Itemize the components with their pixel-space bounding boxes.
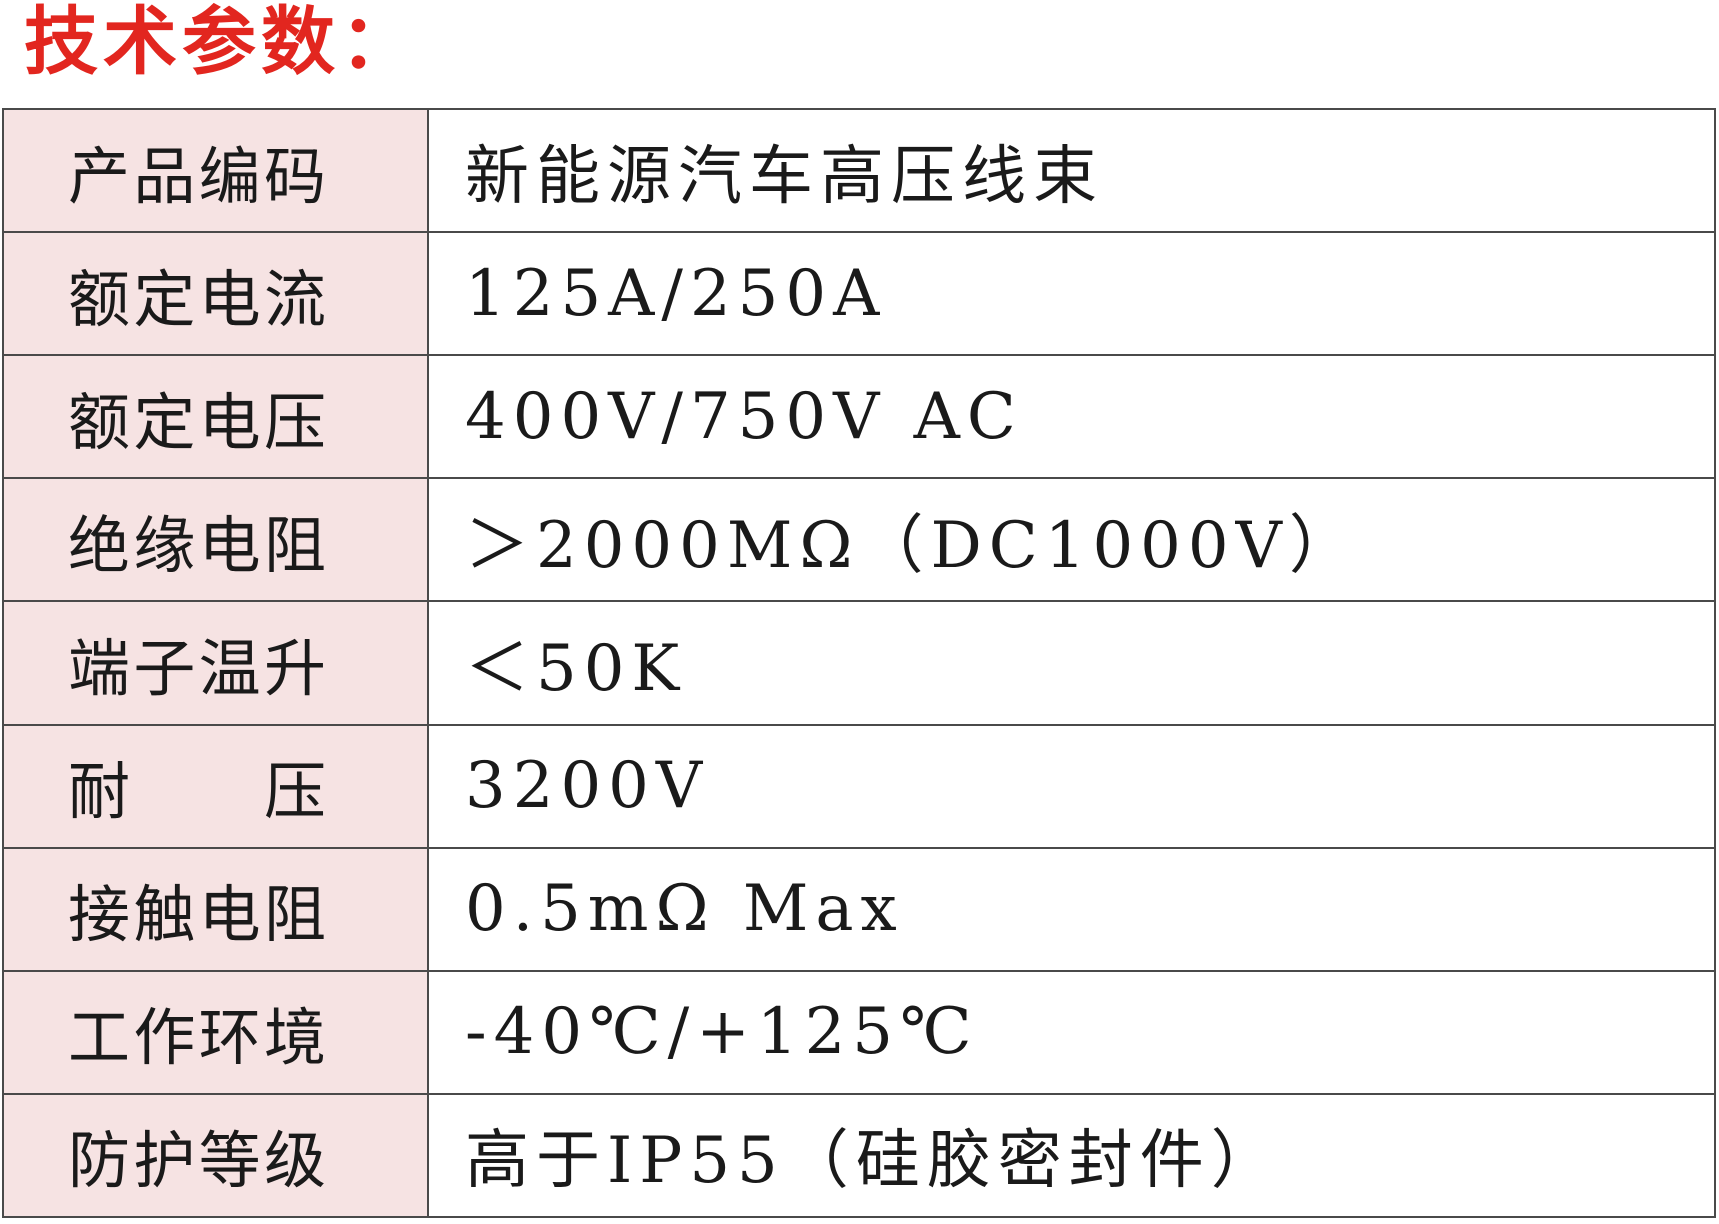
table-row: 防护等级 高于IP55（硅胶密封件） [4,1094,1714,1216]
table-row: 接触电阻 0.5mΩ Max [4,848,1714,972]
param-label-cell: 额定电压 [4,356,429,478]
param-value: 3200V [465,749,710,824]
table-row: 产品编码 新能源汽车高压线束 [4,110,1714,234]
param-value: 新能源汽车高压线束 [465,139,1104,214]
param-label: 额定电流 [68,262,326,336]
param-label-cell: 耐压 [4,725,429,847]
param-label-cell: 额定电流 [4,233,429,355]
table-row: 工作环境 -40℃/+125℃ [4,971,1714,1095]
table-row: 绝缘电阻 ＞2000MΩ（DC1000V） [4,479,1714,603]
spec-table: 产品编码 新能源汽车高压线束 额定电流 125A/250A 额定电压 400V/… [2,108,1716,1218]
param-value-cell: 400V/750V AC [429,356,1714,477]
table-row: 额定电流 125A/250A [4,233,1714,357]
param-label: 接触电阻 [68,878,326,952]
param-value-cell: ＜50K [429,602,1714,723]
param-value-cell: -40℃/+125℃ [429,972,1714,1093]
param-value: ＞2000MΩ（DC1000V） [465,508,1360,583]
param-label: 产品编码 [68,139,326,213]
param-label: 工作环境 [68,1001,326,1075]
param-value: -40℃/+125℃ [465,995,979,1070]
param-label: 耐压 [68,755,326,829]
page-title: 技术参数： [24,0,419,85]
param-value: ＜50K [465,631,687,706]
param-label: 防护等级 [68,1124,326,1198]
param-value: 125A/250A [465,256,887,331]
param-label-cell: 工作环境 [4,971,429,1093]
table-row: 耐压 3200V [4,725,1714,849]
param-value-cell: 高于IP55（硅胶密封件） [429,1095,1714,1216]
param-label-cell: 接触电阻 [4,848,429,970]
param-label-cell: 端子温升 [4,602,429,724]
param-value: 高于IP55（硅胶密封件） [465,1124,1282,1199]
table-row: 端子温升 ＜50K [4,602,1714,726]
param-value-cell: 0.5mΩ Max [429,849,1714,970]
param-label-cell: 产品编码 [4,110,429,232]
param-value-cell: 125A/250A [429,233,1714,354]
param-value: 400V/750V AC [465,379,1023,454]
table-row: 额定电压 400V/750V AC [4,356,1714,480]
param-label: 额定电压 [68,385,326,459]
param-value-cell: 新能源汽车高压线束 [429,110,1714,231]
param-value-cell: 3200V [429,726,1714,847]
param-value: 0.5mΩ Max [465,872,904,947]
param-label-cell: 绝缘电阻 [4,479,429,601]
param-label-cell: 防护等级 [4,1094,429,1216]
param-value-cell: ＞2000MΩ（DC1000V） [429,479,1714,600]
param-label: 绝缘电阻 [68,508,326,582]
param-label: 端子温升 [68,631,326,705]
